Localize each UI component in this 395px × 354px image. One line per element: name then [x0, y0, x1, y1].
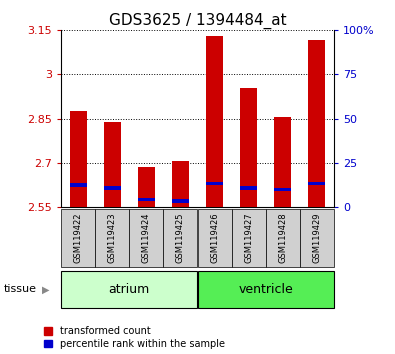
- Text: atrium: atrium: [109, 283, 150, 296]
- Bar: [172, 161, 189, 207]
- Bar: [172, 199, 189, 203]
- Bar: [206, 36, 223, 207]
- Legend: transformed count, percentile rank within the sample: transformed count, percentile rank withi…: [44, 326, 225, 349]
- Bar: [104, 121, 121, 207]
- Text: GSM119422: GSM119422: [74, 213, 83, 263]
- Bar: [138, 198, 155, 201]
- Bar: [274, 188, 291, 191]
- Bar: [240, 87, 257, 207]
- Text: GSM119423: GSM119423: [108, 213, 117, 263]
- Text: GSM119424: GSM119424: [142, 213, 151, 263]
- Bar: [240, 186, 257, 190]
- Text: GSM119425: GSM119425: [176, 213, 185, 263]
- Bar: [70, 183, 87, 187]
- Bar: [308, 40, 325, 207]
- Text: GSM119429: GSM119429: [312, 213, 321, 263]
- Bar: [274, 117, 291, 207]
- Text: GSM119426: GSM119426: [210, 213, 219, 263]
- Text: GSM119428: GSM119428: [278, 213, 287, 263]
- Text: GSM119427: GSM119427: [244, 213, 253, 263]
- Bar: [70, 111, 87, 207]
- Bar: [308, 182, 325, 185]
- Text: ▶: ▶: [42, 284, 49, 295]
- Text: GDS3625 / 1394484_at: GDS3625 / 1394484_at: [109, 12, 286, 29]
- Bar: [138, 167, 155, 207]
- Bar: [206, 182, 223, 185]
- Bar: [104, 186, 121, 190]
- Text: ventricle: ventricle: [238, 283, 293, 296]
- Text: tissue: tissue: [4, 284, 37, 295]
